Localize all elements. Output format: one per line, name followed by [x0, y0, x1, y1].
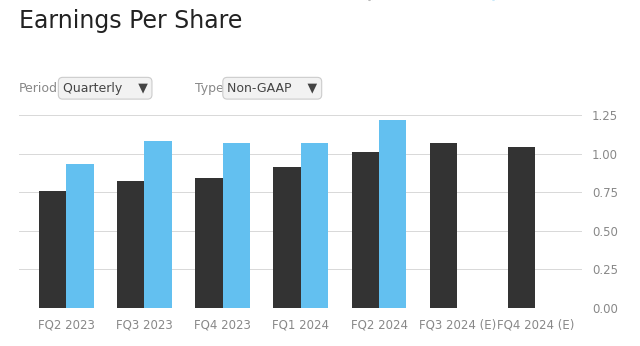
Bar — [430, 143, 457, 308]
Text: Non-GAAP    ▼: Non-GAAP ▼ — [227, 82, 317, 95]
Text: Earnings Per Share: Earnings Per Share — [19, 9, 243, 33]
Bar — [145, 141, 172, 308]
Legend: EPS Estimate, EPS Actual: EPS Estimate, EPS Actual — [357, 0, 576, 2]
Bar — [117, 181, 145, 308]
Bar — [379, 120, 406, 308]
Bar — [508, 147, 536, 308]
Bar — [223, 143, 250, 308]
Bar — [195, 178, 223, 308]
Bar — [66, 164, 93, 308]
Text: Quarterly    ▼: Quarterly ▼ — [63, 82, 148, 95]
Bar — [39, 191, 66, 308]
Bar — [351, 152, 379, 308]
Bar — [301, 143, 328, 308]
Text: Period:: Period: — [19, 82, 63, 95]
Bar — [273, 167, 301, 308]
Text: Type:: Type: — [195, 82, 228, 95]
